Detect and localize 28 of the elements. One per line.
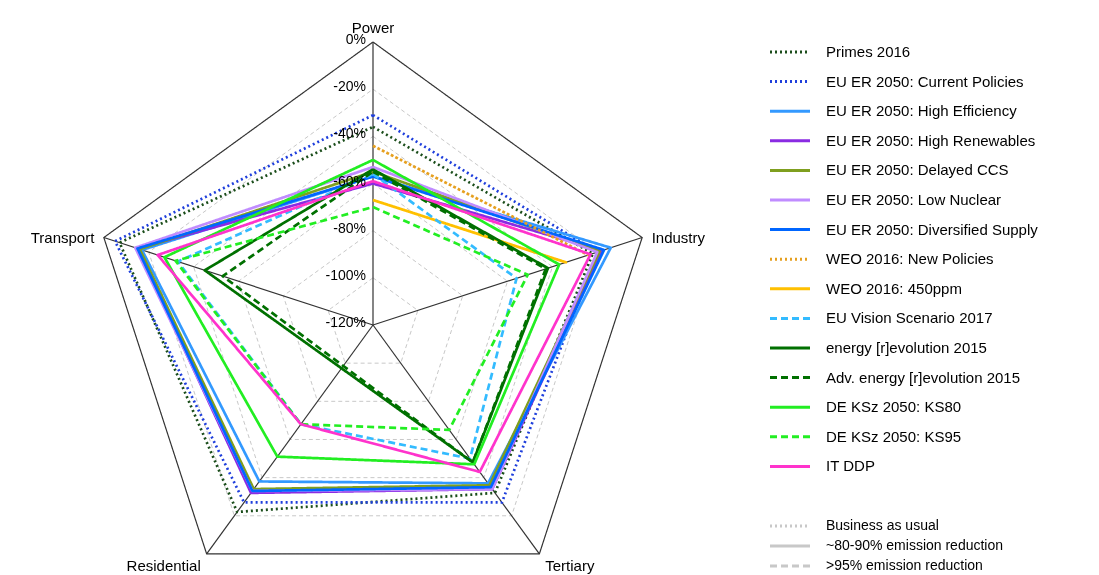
legend-label: EU ER 2050: Diversified Supply (826, 220, 1039, 238)
spoke-label: Residential (126, 556, 201, 574)
legend-label: energy [r]evolution 2015 (826, 339, 987, 356)
legend-label: EU ER 2050: Low Nuclear (826, 191, 1002, 208)
legend-label: DE KSz 2050: KS80 (826, 398, 962, 416)
text: ~80-90% emission reduction (826, 537, 1004, 553)
legend-label: EU ER 2050: High Efficiency (826, 102, 1018, 120)
legend-label: WEO 2016: 450ppm (826, 279, 962, 297)
legend-label: Adv. energy [r]evolution 2015 (826, 368, 1021, 386)
spoke-label: Power (351, 19, 395, 36)
legend-label: Primes 2016 (826, 43, 911, 60)
text: Business as usual (826, 517, 939, 533)
y-tick-label: -100% (325, 266, 366, 283)
y-tick-label: -120% (325, 314, 366, 330)
spoke-label: Tertiary (545, 556, 595, 574)
y-tick-label: -60% (333, 172, 366, 189)
y-tick-label: -80% (333, 219, 366, 236)
legend-label: DE KSz 2050: KS95 (826, 427, 962, 445)
legend-label: EU ER 2050: Delayed CCS (826, 161, 1009, 179)
spoke-label: Transport (30, 228, 96, 246)
y-tick-label: -20% (333, 78, 366, 95)
text: >95% emission reduction (826, 557, 983, 573)
legend-label: EU ER 2050: Current Policies (826, 72, 1024, 90)
legend-label: WEO 2016: New Policies (826, 250, 994, 268)
legend-label: EU ER 2050: High Renewables (826, 131, 1036, 149)
legend-label: IT DDP (826, 457, 875, 475)
legend-label: EU Vision Scenario 2017 (826, 309, 993, 327)
spoke-label: Industry (651, 228, 706, 246)
